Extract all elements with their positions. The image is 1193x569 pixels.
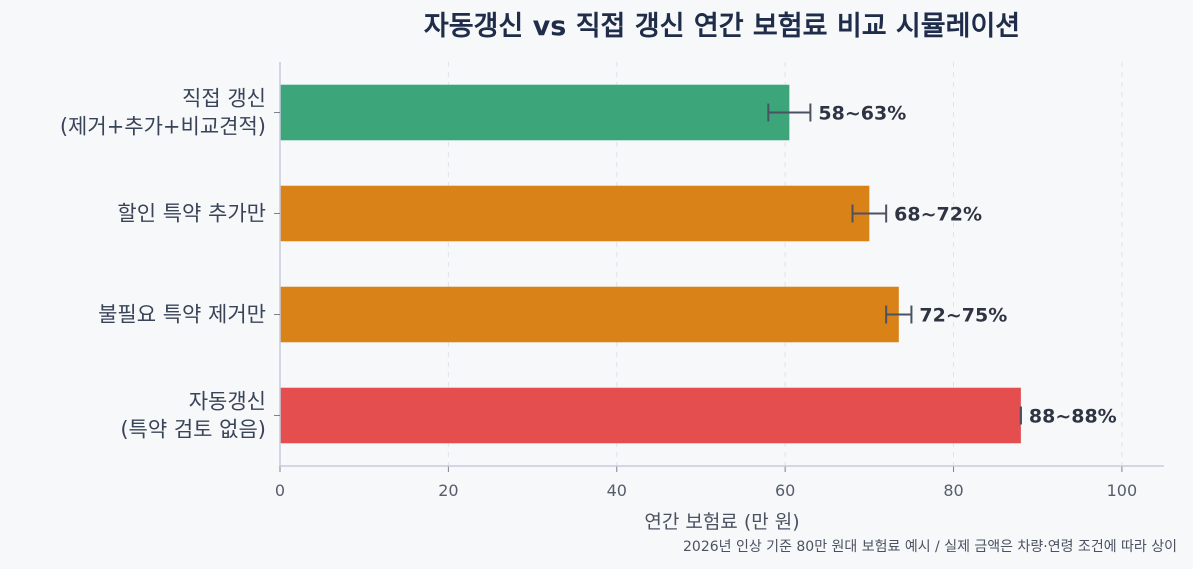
bar-layer <box>280 84 1022 444</box>
bar <box>280 84 790 141</box>
x-tick-label: 0 <box>275 481 285 500</box>
category-label: 직접 갱신 <box>182 87 266 111</box>
chart-title: 자동갱신 vs 직접 갱신 연간 보험료 비교 시뮬레이션 <box>424 11 1020 42</box>
x-axis-label: 연간 보험료 (만 원) <box>644 511 799 533</box>
x-tick-label: 100 <box>1107 481 1138 500</box>
grid-layer <box>447 62 1123 466</box>
category-label: 할인 특약 추가만 <box>117 202 266 226</box>
bar <box>280 387 1021 444</box>
category-label: 불필요 특약 제거만 <box>98 303 266 327</box>
footnote: 2026년 인상 기준 80만 원대 보험료 예시 / 실제 금액은 차량·연령… <box>683 539 1177 555</box>
x-tick-label: 40 <box>607 481 627 500</box>
bar <box>280 185 870 242</box>
category-label: (제거+추가+비교견적) <box>60 115 266 139</box>
data-label: 68~72% <box>894 204 982 226</box>
x-tick-label: 80 <box>943 481 963 500</box>
data-label: 88~88% <box>1029 406 1117 428</box>
category-label: (특약 검토 없음) <box>120 418 266 442</box>
category-label: 자동갱신 <box>189 390 266 414</box>
bar <box>280 286 899 343</box>
data-label: 58~63% <box>818 103 906 125</box>
axis-layer <box>274 62 1164 472</box>
data-label: 72~75% <box>919 305 1007 327</box>
x-tick-label: 60 <box>775 481 795 500</box>
x-tick-label: 20 <box>438 481 458 500</box>
label-layer: 0 20 40 60 80 100 직접 갱신 (제거+추가+비교견적) 58~63% 할인 특약… <box>60 87 1137 501</box>
